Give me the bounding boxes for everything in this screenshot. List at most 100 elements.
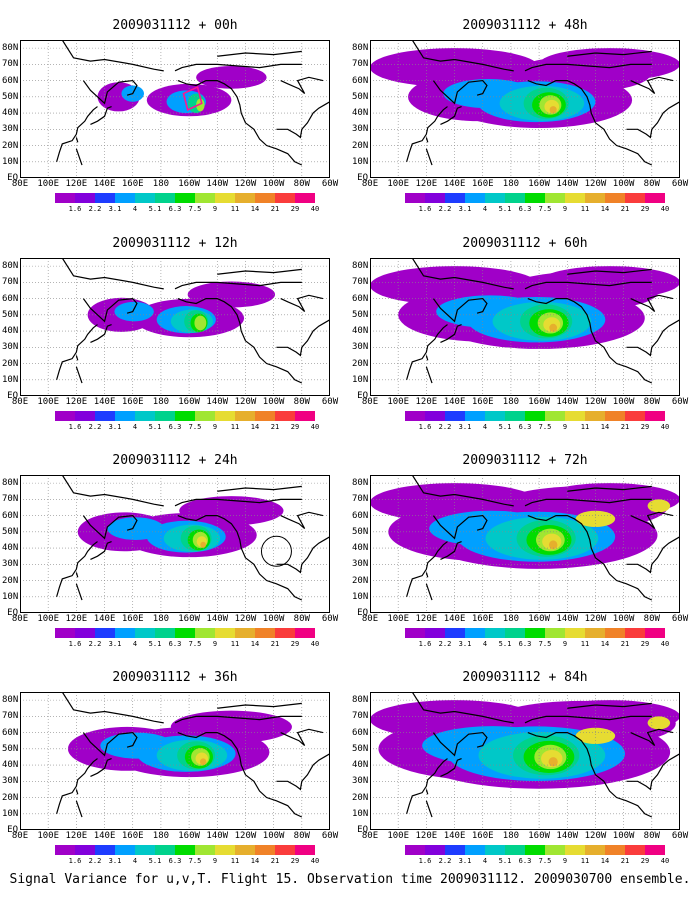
colorbar-swatch [485, 845, 505, 855]
colorbar-swatch [235, 628, 255, 638]
lon-tick-label: 60W [671, 397, 689, 407]
lon-tick-label: 140E [93, 614, 116, 624]
lat-tick-label: 40N [352, 543, 369, 554]
colorbar-swatch [295, 193, 315, 203]
colorbar-swatch [55, 193, 75, 203]
lon-tick-label: 160W [178, 831, 200, 841]
colorbar-label: 40 [660, 640, 670, 648]
coastline [75, 572, 79, 578]
colorbar-swatch [485, 411, 505, 421]
colorbar-label: 3.1 [108, 640, 122, 648]
colorbar-label: 21 [620, 640, 630, 648]
lon-tick-label: 80E [11, 831, 29, 841]
variance-contour [575, 510, 616, 527]
coastline [411, 692, 514, 724]
lat-tick-label: 80N [352, 43, 369, 54]
colorbar-swatch [425, 845, 445, 855]
colorbar-swatch [565, 845, 585, 855]
lat-tick-label: 30N [2, 776, 19, 787]
lon-tick-label: 140E [93, 179, 116, 189]
coastline [56, 324, 98, 380]
colorbar-swatch [235, 411, 255, 421]
coastline [174, 63, 302, 72]
coastline [177, 297, 303, 384]
map-panel [20, 40, 330, 178]
lon-tick-label: 80W [293, 831, 310, 841]
panel-title: 2009031112 + 72h [462, 453, 588, 468]
lon-tick-label: 160E [121, 614, 144, 624]
variance-contour [200, 541, 207, 548]
colorbar-label: 14 [250, 640, 260, 648]
map-grid [370, 40, 680, 178]
lat-tick-label: 60N [2, 293, 19, 304]
lon-tick-label: 180 [152, 831, 170, 841]
colorbar-swatch [625, 411, 645, 421]
colorbar-label: 3.1 [458, 640, 472, 648]
lat-tick-label: 50N [2, 526, 19, 537]
lon-tick-label: 160E [471, 614, 494, 624]
lon-tick-label: 80E [361, 397, 379, 407]
lat-tick-label: 80N [2, 695, 19, 706]
lat-tick-label: 20N [2, 140, 19, 151]
colorbar-swatch [525, 845, 545, 855]
colorbar-swatch [275, 193, 295, 203]
coastline [280, 511, 324, 530]
coastline [177, 731, 303, 818]
variance-contour [549, 106, 557, 114]
lon-tick-label: 120W [584, 831, 607, 841]
colorbar-label: 5.1 [498, 423, 512, 431]
colorbar-label: 21 [620, 423, 630, 431]
lat-tick-label: 10N [2, 374, 19, 385]
coastline [440, 324, 462, 343]
colorbar-swatch [215, 628, 235, 638]
lat-tick-label: 50N [352, 526, 369, 537]
map-plot [20, 258, 330, 396]
colorbar-label: 11 [580, 205, 590, 213]
coastline [567, 702, 652, 709]
coastline [432, 514, 488, 540]
map-panel [370, 692, 680, 830]
coastline [61, 692, 164, 724]
colorbar-swatch [95, 193, 115, 203]
variance-contour [107, 517, 164, 540]
colorbar-swatch [295, 411, 315, 421]
variance-contour [194, 315, 207, 331]
colorbar-label: 6.3 [518, 857, 532, 865]
colorbar-label: 29 [640, 423, 650, 431]
colorbar-swatch [75, 628, 95, 638]
variance-contour [548, 540, 558, 550]
colorbar-label: 40 [660, 205, 670, 213]
lon-tick-label: 120E [65, 831, 88, 841]
coastline [527, 79, 653, 166]
variance-contour [187, 281, 276, 308]
variance-contour [196, 65, 267, 89]
lon-tick-label: 120W [234, 179, 257, 189]
colorbar-swatch [175, 845, 195, 855]
colorbar-swatch [465, 193, 485, 203]
colorbar-label: 4 [482, 640, 488, 648]
colorbar-swatch [605, 193, 625, 203]
lon-tick-label: 60W [321, 179, 339, 189]
coastline [432, 731, 488, 757]
colorbar-label: 6.3 [518, 423, 532, 431]
colorbar-swatch [135, 845, 155, 855]
colorbar-label: 5.1 [498, 205, 512, 213]
lon-tick-label: 180 [502, 179, 520, 189]
lat-tick-label: 30N [2, 559, 19, 570]
colorbar-label: 40 [310, 205, 320, 213]
lon-tick-label: 140E [93, 831, 116, 841]
coastline [440, 106, 462, 125]
colorbar-label: 14 [600, 423, 610, 431]
colorbar-swatch [545, 411, 565, 421]
colorbar-swatch [235, 193, 255, 203]
colorbar-swatch [545, 193, 565, 203]
coastline [174, 715, 302, 724]
colorbar-swatch [255, 845, 275, 855]
colorbar-swatch [525, 628, 545, 638]
colorbar-label: 4 [132, 857, 138, 865]
lat-tick-label: 50N [2, 743, 19, 754]
colorbar: 1.6 2.2 3.1 4 5.1 6.3 7.5 9 11 14 21 29 40 [405, 845, 669, 869]
lon-tick-label: 60W [321, 614, 339, 624]
map-grid [370, 258, 680, 396]
lon-tick-label: 160E [121, 179, 144, 189]
